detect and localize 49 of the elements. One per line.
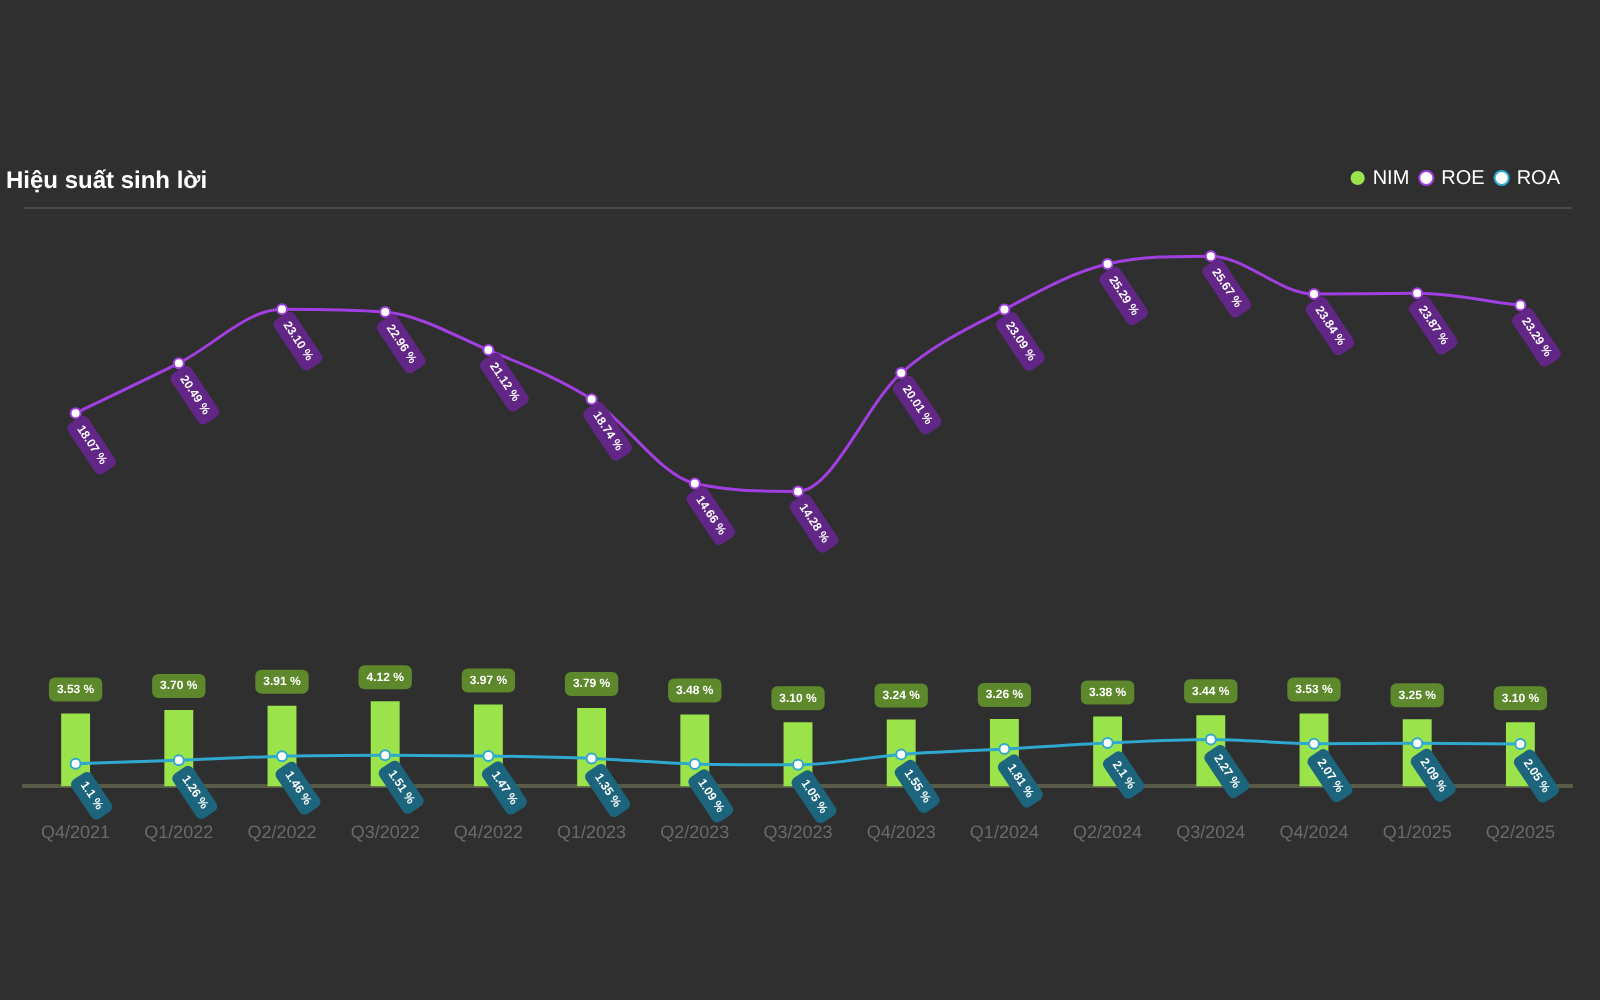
point: [792, 758, 804, 771]
x-tick-label: Q3/2022: [350, 822, 420, 843]
point: [1308, 287, 1320, 300]
point: [379, 749, 392, 762]
point: [482, 344, 495, 357]
x-tick-label: Q4/2021: [41, 822, 111, 843]
point: [69, 407, 82, 420]
point: [585, 393, 598, 406]
point: [172, 754, 185, 767]
x-tick-label: Q3/2023: [763, 822, 833, 843]
x-tick-label: Q3/2024: [1176, 822, 1246, 843]
point: [998, 303, 1011, 316]
point: [585, 752, 598, 765]
point: [482, 750, 495, 763]
point: [1411, 287, 1424, 300]
point: [379, 306, 392, 319]
x-tick-label: Q2/2023: [660, 822, 730, 843]
x-tick-label: Q1/2025: [1382, 822, 1452, 843]
point: [1101, 257, 1114, 270]
point: [1411, 737, 1424, 750]
x-tick-label: Q1/2023: [557, 822, 627, 843]
point: [276, 303, 288, 316]
point: [792, 485, 804, 498]
x-tick-label: Q4/2024: [1279, 822, 1349, 843]
x-tick-label: Q1/2024: [969, 822, 1039, 843]
x-tick-label: Q2/2022: [247, 822, 317, 843]
point: [688, 477, 701, 490]
point: [1204, 733, 1217, 746]
point: [172, 357, 185, 370]
point: [69, 757, 82, 770]
point: [1101, 737, 1114, 750]
point: [895, 367, 908, 380]
x-tick-label: Q1/2022: [144, 822, 214, 843]
point: [1514, 299, 1527, 312]
point: [1514, 738, 1527, 751]
chart-title: Hiệu suất sinh lời: [6, 166, 208, 194]
x-tick-label: Q2/2025: [1485, 822, 1555, 843]
x-tick-label: Q2/2024: [1073, 822, 1143, 843]
legend-label: NIM: [1372, 167, 1410, 190]
point: [1308, 737, 1320, 750]
point: [688, 757, 701, 770]
point: [276, 750, 288, 763]
legend-label: ROE: [1441, 167, 1486, 190]
x-tick-label: Q4/2022: [453, 822, 523, 843]
legend-label: ROA: [1516, 167, 1561, 190]
x-tick-label: Q4/2023: [866, 822, 936, 843]
point: [1204, 250, 1217, 263]
point: [998, 743, 1011, 756]
point: [895, 748, 908, 761]
